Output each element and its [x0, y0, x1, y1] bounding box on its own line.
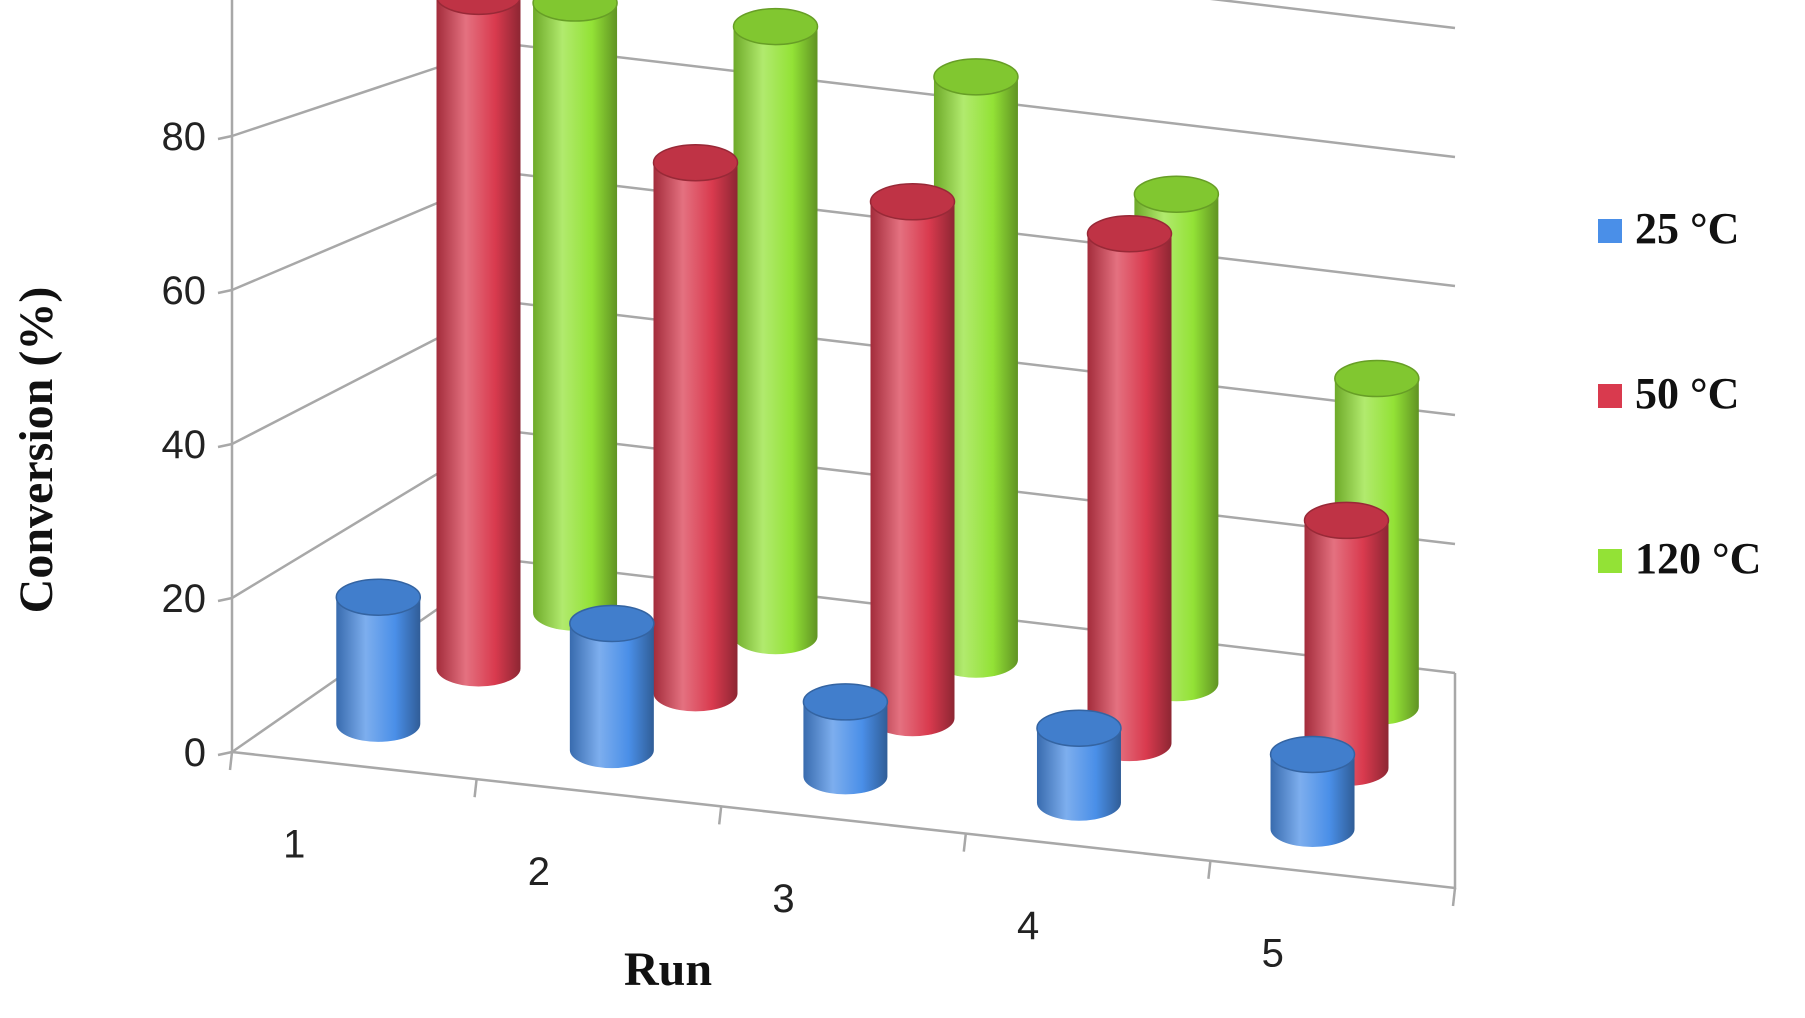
gridline — [231, 171, 1456, 292]
y-tick-mark — [217, 134, 233, 141]
bar-top — [436, 0, 521, 16]
legend-label: 50 °C — [1635, 369, 1739, 418]
gridline — [231, 42, 1456, 159]
bar-body — [870, 201, 955, 737]
bar — [1269, 735, 1356, 847]
y-tick-label: 20 — [162, 577, 207, 621]
bar-top — [869, 183, 956, 221]
y-tick-mark — [217, 288, 233, 295]
bar-body — [1087, 233, 1172, 762]
bar-top — [652, 143, 739, 182]
x-tick-mark — [1207, 860, 1212, 879]
y-tick-label: 60 — [162, 269, 207, 313]
legend-swatch — [1598, 384, 1622, 408]
bar-top — [569, 604, 655, 643]
bar-body — [653, 162, 738, 712]
bar-body — [336, 597, 421, 742]
bar — [1036, 709, 1122, 821]
bar — [569, 604, 655, 769]
y-tick-mark — [217, 596, 233, 603]
bar-body — [533, 3, 618, 631]
legend-item: 25 °C — [1598, 204, 1739, 253]
bar-top — [1303, 501, 1390, 540]
legend-item: 120 °C — [1598, 534, 1761, 583]
x-tick-label: 2 — [528, 850, 550, 894]
bar-top — [933, 58, 1019, 96]
bar-body — [436, 0, 521, 687]
bar-top — [532, 0, 618, 22]
bar — [532, 0, 618, 631]
axis-ticks: 0 20 40 60 80 100 1 2 3 4 5 — [139, 0, 1457, 975]
gridline — [231, 300, 1456, 446]
bar — [802, 683, 889, 795]
bar-top — [1269, 735, 1356, 774]
plot-bars — [335, 0, 1420, 847]
x-tick-label: 5 — [1262, 931, 1284, 975]
bar-top — [802, 683, 889, 721]
gridline — [1209, 0, 1456, 30]
bar-top — [1334, 359, 1420, 398]
bar-body — [1304, 520, 1389, 787]
legend: 25 °C 50 °C 120 °C — [1598, 204, 1761, 583]
bar — [652, 143, 739, 712]
gridline — [231, 429, 1456, 600]
bar-body — [1270, 754, 1355, 847]
x-axis-title: Run — [624, 943, 712, 996]
y-tick-label: 40 — [162, 423, 207, 467]
x-tick-label: 4 — [1017, 904, 1039, 948]
bar-body — [1036, 728, 1121, 821]
bar — [1086, 215, 1173, 762]
y-tick-label: 80 — [162, 115, 207, 159]
bar — [335, 578, 422, 742]
bar-top — [732, 7, 819, 46]
x-tick-label: 1 — [283, 823, 305, 867]
bar — [436, 0, 521, 687]
bar-body — [733, 26, 818, 655]
y-tick-label: 0 — [184, 731, 206, 775]
bar-body — [803, 701, 888, 795]
y-tick-label: 100 — [139, 0, 206, 5]
legend-swatch — [1598, 219, 1622, 243]
legend-swatch — [1598, 549, 1622, 573]
x-tick-label: 3 — [772, 877, 794, 921]
bar — [1303, 501, 1390, 787]
legend-item: 50 °C — [1598, 369, 1739, 418]
bar-body — [569, 623, 654, 769]
y-tick-mark — [217, 442, 233, 449]
x-tick-mark — [962, 833, 968, 852]
x-tick-mark — [228, 751, 234, 771]
y-axis-title: Conversion (%) — [10, 287, 63, 614]
bar-top — [335, 578, 422, 616]
bar — [732, 7, 819, 655]
legend-label: 25 °C — [1635, 204, 1739, 253]
bar — [933, 58, 1019, 678]
bar-top — [1036, 709, 1122, 747]
bar-top — [1133, 175, 1220, 213]
bar — [869, 183, 956, 737]
x-tick-mark — [717, 806, 723, 825]
bar-top — [1086, 215, 1173, 253]
bar-body — [933, 76, 1018, 678]
x-tick-mark — [473, 779, 478, 798]
legend-label: 120 °C — [1635, 534, 1761, 583]
x-tick-mark — [1451, 887, 1457, 907]
y-tick-mark — [217, 750, 233, 757]
